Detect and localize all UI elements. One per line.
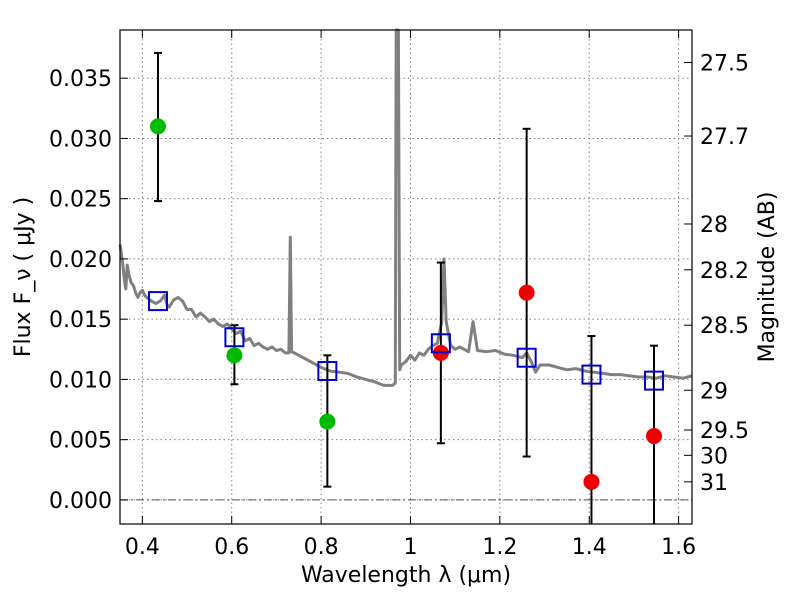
data-point — [518, 284, 535, 301]
data-point — [149, 118, 166, 135]
y-tick-label: 0.030 — [49, 127, 112, 152]
x-tick-label: 1.4 — [572, 535, 607, 560]
model-photometry-square — [317, 360, 338, 381]
y-tick-label: 0.025 — [49, 188, 112, 213]
x-tick-label: 1 — [403, 535, 417, 560]
model-photometry-square — [147, 291, 168, 312]
data-point — [583, 473, 600, 490]
model-photometry-square — [430, 333, 451, 354]
x-tick-label: 0.4 — [125, 535, 160, 560]
plot-frame — [119, 29, 693, 525]
y2-tick-label: 29.5 — [700, 419, 749, 444]
y2-tick-label: 27.5 — [700, 52, 749, 77]
y2-tick-label: 31 — [700, 471, 728, 496]
grid — [120, 30, 692, 524]
y-axis-title: Flux F_ν ( μJy ) — [11, 197, 36, 357]
model-photometry-square — [644, 370, 665, 391]
data-point — [319, 413, 336, 430]
y-tick-label: 0.015 — [49, 308, 112, 333]
y2-tick-label: 30 — [700, 444, 728, 469]
y-tick-label: 0.005 — [49, 429, 112, 454]
y2-tick-label: 28 — [700, 213, 728, 238]
y2-tick-label: 28.2 — [700, 259, 749, 284]
plot-background — [120, 30, 692, 524]
y-axis-ticks: 0.000 0.005 0.010 0.015 0.020 0.025 0.030 0.035 — [49, 67, 128, 514]
y2-axis-title: Magnitude (AB) — [755, 192, 780, 363]
x-axis-ticks: 0.4 0.6 0.8 1 1.2 1.4 1.6 — [125, 30, 696, 560]
y2-tick-label: 29 — [700, 379, 728, 404]
y-tick-label: 0.010 — [49, 368, 112, 393]
model-photometry-square — [516, 347, 537, 368]
model-photometry-square — [224, 327, 245, 348]
y-tick-label: 0.035 — [49, 67, 112, 92]
y2-tick-label: 28.5 — [700, 314, 749, 339]
x-tick-label: 1.2 — [482, 535, 517, 560]
x-tick-label: 1.6 — [661, 535, 696, 560]
x-axis-title: Wavelength λ (μm) — [301, 563, 511, 588]
x-tick-label: 0.6 — [214, 535, 249, 560]
model-photometry-square — [581, 364, 602, 385]
data-point — [226, 347, 243, 364]
y-tick-label: 0.000 — [49, 489, 112, 514]
marker-layer — [147, 118, 665, 490]
x-tick-label: 0.8 — [304, 535, 339, 560]
data-point — [646, 428, 663, 445]
y-tick-label: 0.020 — [49, 248, 112, 273]
y2-tick-label: 27.7 — [700, 125, 749, 150]
